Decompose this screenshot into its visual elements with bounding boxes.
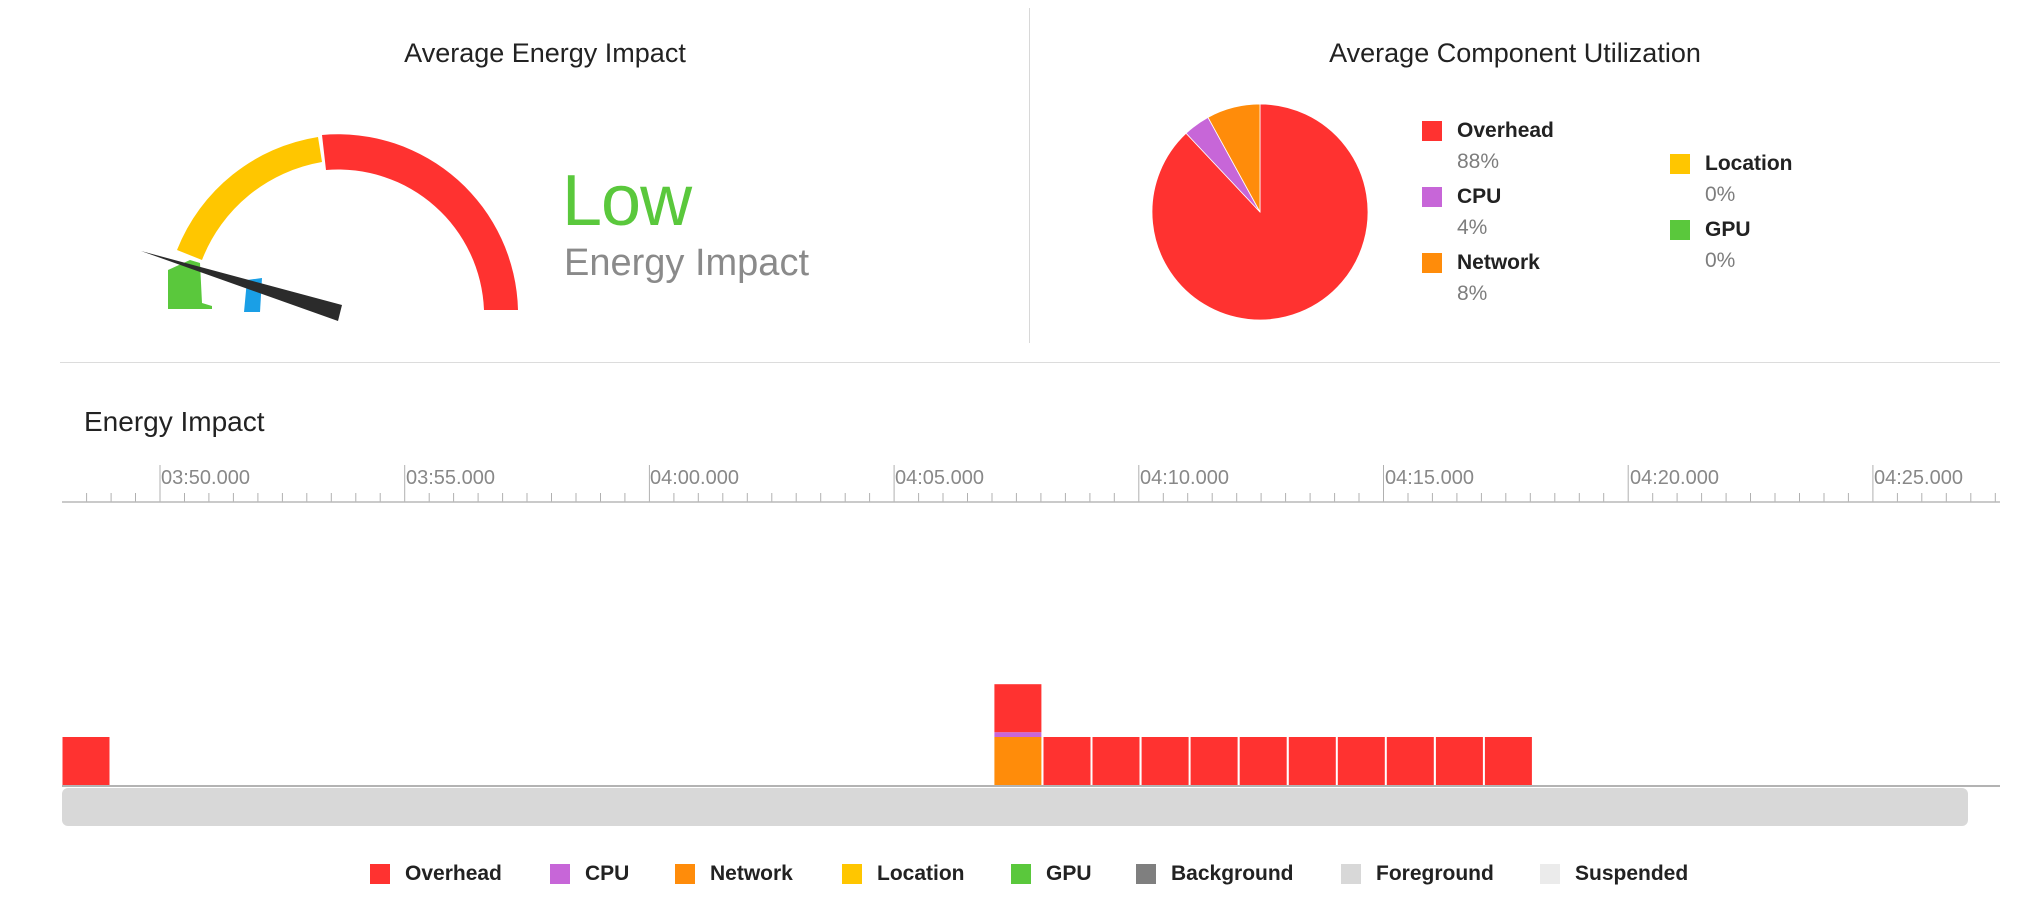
bottom-legend-swatch-cpu — [550, 864, 570, 884]
legend-swatch-location — [1670, 154, 1690, 174]
panel-divider-horizontal — [60, 362, 2000, 363]
legend-swatch-gpu — [1670, 220, 1690, 240]
tick-label-4: 04:10.000 — [1140, 467, 1229, 489]
utilization-pie-chart — [1151, 103, 1369, 321]
tick-label-3: 04:05.000 — [895, 467, 984, 489]
bottom-legend-swatch-suspended — [1540, 864, 1560, 884]
utilization-panel-title: Average Component Utilization — [1329, 38, 1701, 68]
energy-bar-1-network — [994, 737, 1042, 785]
legend-label-network: Network — [1457, 251, 1540, 274]
energy-bar-5-overhead — [1190, 737, 1238, 785]
energy-bar-7-overhead — [1288, 737, 1336, 785]
timeline-scrollbar[interactable] — [62, 788, 1968, 826]
gauge-segment-low — [168, 260, 212, 309]
energy-bar-11-overhead — [1484, 737, 1532, 785]
bottom-legend-label-suspended: Suspended — [1575, 862, 1689, 885]
tick-label-7: 04:25.000 — [1874, 467, 1963, 489]
energy-gauge — [141, 134, 518, 321]
timeline-title: Energy Impact — [84, 406, 265, 437]
bottom-legend-label-foreground: Foreground — [1376, 862, 1494, 885]
tick-label-5: 04:15.000 — [1385, 467, 1474, 489]
legend-swatch-overhead — [1422, 121, 1442, 141]
energy-bar-10-overhead — [1435, 737, 1483, 785]
pie-slice-network — [1207, 103, 1261, 213]
bottom-legend-label-overhead: Overhead — [405, 862, 502, 885]
tick-label-0: 03:50.000 — [161, 467, 250, 489]
legend-swatch-network — [1422, 253, 1442, 273]
gauge-segment-high — [322, 134, 518, 310]
legend-value-network: 8% — [1457, 282, 1488, 305]
bottom-legend-swatch-overhead — [370, 864, 390, 884]
energy-bar-1-overhead — [994, 684, 1042, 733]
energy-bar-1-cpu — [994, 732, 1042, 737]
legend-value-overhead: 88% — [1457, 150, 1500, 173]
bottom-legend-label-gpu: GPU — [1046, 862, 1092, 885]
bottom-legend-swatch-location — [842, 864, 862, 884]
bottom-legend-label-cpu: CPU — [585, 862, 630, 885]
gauge-needle — [141, 251, 342, 321]
bottom-legend-label-background: Background — [1171, 862, 1294, 885]
legend-value-location: 0% — [1705, 183, 1736, 206]
energy-bar-4-overhead — [1141, 737, 1189, 785]
tick-label-1: 03:55.000 — [406, 467, 495, 489]
energy-bar-0-overhead — [62, 737, 110, 785]
panel-divider-vertical — [1029, 8, 1030, 343]
legend-label-overhead: Overhead — [1457, 119, 1554, 142]
legend-label-cpu: CPU — [1457, 185, 1502, 208]
timeline-ruler[interactable] — [0, 455, 2034, 505]
bottom-legend-swatch-gpu — [1011, 864, 1031, 884]
energy-bar-9-overhead — [1386, 737, 1434, 785]
bottom-legend-label-network: Network — [710, 862, 793, 885]
legend-swatch-cpu — [1422, 187, 1442, 207]
bottom-legend-swatch-foreground — [1341, 864, 1361, 884]
gauge-segment-medium — [177, 137, 322, 260]
tick-label-6: 04:20.000 — [1630, 467, 1719, 489]
legend-label-gpu: GPU — [1705, 218, 1751, 241]
energy-bar-2-overhead — [1043, 737, 1091, 785]
legend-value-cpu: 4% — [1457, 216, 1488, 239]
legend-value-gpu: 0% — [1705, 249, 1736, 272]
bottom-legend-label-location: Location — [877, 862, 965, 885]
energy-level-value: Low — [562, 161, 692, 241]
legend-label-location: Location — [1705, 152, 1793, 175]
energy-impact-panel-title: Average Energy Impact — [404, 38, 686, 68]
energy-impact-bars — [62, 684, 2000, 787]
energy-bar-8-overhead — [1337, 737, 1385, 785]
tick-label-2: 04:00.000 — [650, 467, 739, 489]
energy-level-label: Energy Impact — [564, 242, 809, 284]
bottom-legend-swatch-background — [1136, 864, 1156, 884]
energy-bar-3-overhead — [1092, 737, 1140, 785]
energy-bar-6-overhead — [1239, 737, 1287, 785]
bottom-legend-swatch-network — [675, 864, 695, 884]
